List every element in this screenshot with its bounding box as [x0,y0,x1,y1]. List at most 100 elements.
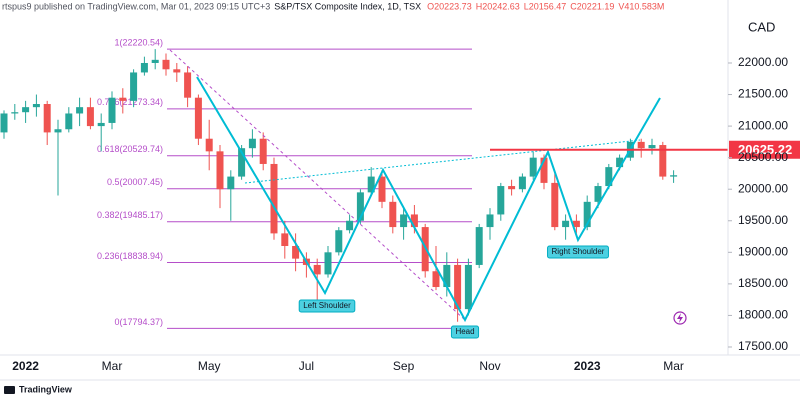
overlays: 20625.22 Left Shoulder Head Right Shoulder [298,140,800,339]
alert-bolt [677,313,683,323]
pattern-label-box [298,299,356,313]
candle-body [65,113,73,130]
currency: CAD [748,19,775,34]
ohlc-value: H20242.63 [476,1,520,11]
candle-body [551,182,559,228]
pattern-label: Right Shoulder [552,247,605,256]
candle-body [454,264,462,310]
candle-body [443,264,451,288]
candle-body [594,186,602,202]
fib-label: 0(17794.37) [114,317,163,327]
x-tick-label: Nov [479,359,500,373]
candle-body [508,186,516,190]
candle-body [475,227,483,265]
pattern-label-box [450,325,480,339]
candle-body [184,72,192,98]
candle-body [205,138,213,152]
candle-body [119,97,127,101]
ohlc-value: L20156.47 [524,1,567,11]
brand: TradingView [19,384,73,394]
x-tick-label: 2023 [574,359,601,373]
candle-body [238,148,246,177]
price-tag [729,140,800,159]
candle-body [464,264,472,310]
candle-body [410,214,418,228]
candle-body [292,246,300,259]
pattern-label-box [547,245,609,259]
candle-body [22,107,30,113]
candle-body [518,176,526,190]
candle-body [648,145,656,149]
candle-body [76,107,84,114]
y-tick-label: 19500.00 [738,213,788,227]
y-tick-label: 20500.00 [738,150,788,164]
fibonacci: 1(22220.54) 0.786(21273.34) 0.618(20529.74… [97,37,472,329]
candle-body [194,97,202,139]
brand-logo [4,386,15,394]
candle-body [659,145,667,177]
pattern-label: Left Shoulder [303,301,351,310]
y-tick-label: 17500.00 [738,339,788,353]
y-tick-label: 18500.00 [738,276,788,290]
y-tick-label: 22000.00 [738,55,788,69]
candle-body [356,192,364,221]
x-tick-label: May [198,359,221,373]
candle-body [151,59,159,63]
pattern-label: Head [455,327,474,336]
candle-body [0,113,8,133]
candle-body [367,176,375,193]
candle-body [108,97,116,123]
publisher: rtspus9 published on TradingView.com, Ma… [2,1,270,11]
candle-body [605,167,613,187]
candle-body [637,141,645,149]
candle-body [540,157,548,183]
candle-body [497,186,505,215]
candle-body [32,104,40,108]
x-tick-label: Jul [299,359,314,373]
candle-body [313,264,321,275]
candle-body [54,129,62,133]
ohlc-value: O20223.73 [427,1,472,11]
candle-body [324,252,332,275]
fib-label: 0.786(21273.34) [97,97,163,107]
candle-body [335,230,343,253]
candle-body [432,271,440,288]
price-tag-label: 20625.22 [738,142,792,157]
candle-body [281,233,289,247]
fib-label: 0.618(20529.74) [97,144,163,154]
candle-body [259,138,267,164]
candle-body [572,220,580,228]
candle-body [616,157,624,168]
fib-label: 0.382(19485.17) [97,210,163,220]
y-tick-label: 19000.00 [738,244,788,258]
ohlc-value: C20221.19 [570,1,614,11]
candle-body [216,151,224,190]
candle-body [583,201,591,228]
candle-body [562,220,570,228]
ohlc-value: V410.583M [618,1,664,11]
fib-label: 0.236(18838.94) [97,251,163,261]
y-tick-label: 21500.00 [738,87,788,101]
candle-body [270,163,278,234]
candle-body [670,175,678,177]
fib-label: 0.5(20007.45) [107,177,163,187]
y-tick-label: 20000.00 [738,181,788,195]
candle-body [346,220,354,231]
y-tick-label: 18000.00 [738,308,788,322]
x-tick-label: Mar [663,359,684,373]
fib-trend-line [169,49,466,321]
candle-body [140,62,148,73]
candle-body [248,138,256,149]
candle-body [97,122,105,127]
y-tick-label: 21000.00 [738,118,788,132]
candle-body [162,59,170,70]
candle-body [486,214,494,228]
candle-body [173,69,181,73]
candle-body [86,107,94,127]
candle-body [227,176,235,190]
candle-body [11,112,19,114]
candle-body [43,104,51,133]
alert-icon[interactable] [673,311,687,325]
pattern-line [196,76,661,323]
